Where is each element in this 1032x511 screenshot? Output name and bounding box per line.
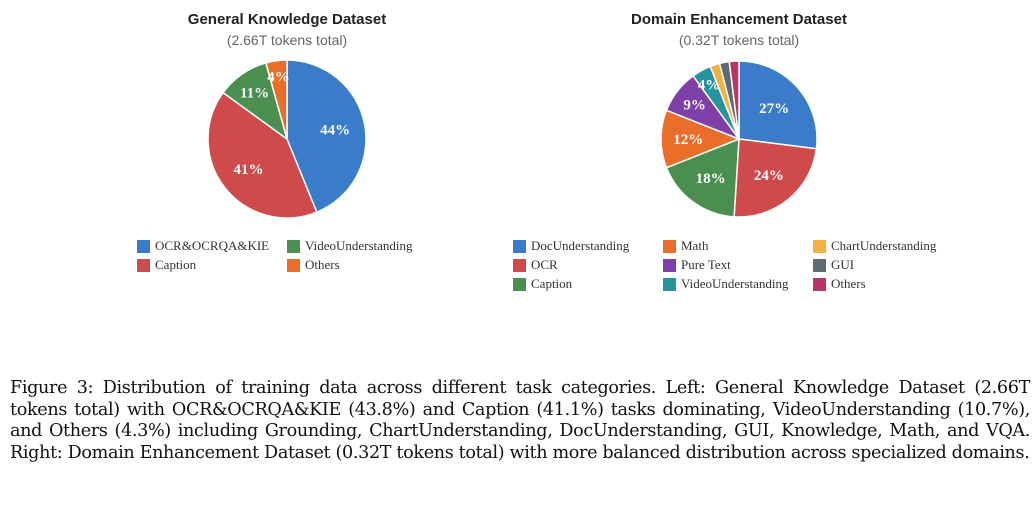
legend-item-docunderstanding: DocUnderstanding (513, 238, 629, 254)
legend-label: Pure Text (681, 257, 731, 272)
legend-swatch (813, 239, 826, 253)
pie-slice-ocr-ocrqa-kie (286, 59, 367, 214)
data-label-math: 12% (673, 132, 703, 148)
data-label-ocr-ocrqa-kie: 44% (320, 123, 350, 139)
left-chart-title: General Knowledge Dataset (187, 11, 387, 28)
legend-item-ocr: OCR (513, 257, 558, 273)
data-label-caption: 18% (696, 171, 726, 187)
data-label-docunderstanding: 27% (759, 101, 789, 117)
legend-item-others: Others (813, 276, 866, 292)
legend-label: Math (681, 238, 709, 253)
right-chart-title: Domain Enhancement Dataset (631, 11, 847, 28)
legend-swatch (137, 239, 150, 253)
right-legend: DocUnderstanding Math ChartUnderstanding OC… (513, 238, 973, 298)
legend-swatch (663, 258, 676, 272)
left-pie-chart: 44% 41% 11%4% (207, 59, 367, 219)
data-label-caption: 41% (233, 162, 263, 178)
data-label-ocr: 24% (754, 168, 784, 184)
legend-label: Caption (155, 257, 197, 272)
legend-label: ChartUnderstanding (831, 238, 937, 253)
left-chart-subtitle: (2.66T tokens total) (226, 32, 348, 48)
legend-item-others: Others (287, 257, 340, 273)
data-label-videounderstanding: 4% (698, 77, 721, 93)
legend-swatch (813, 277, 826, 291)
legend-label: OCR (531, 257, 558, 272)
legend-item-videounderstanding: VideoUnderstanding (287, 238, 413, 254)
legend-swatch (137, 258, 150, 272)
figure-caption: Figure 3: Distribution of training data … (10, 378, 1030, 463)
legend-swatch (513, 258, 526, 272)
legend-label: VideoUnderstanding (305, 238, 413, 253)
legend-item-ocr-ocrqa-kie: OCR&OCRQA&KIE (137, 238, 269, 254)
pie-slice-caption (665, 137, 740, 218)
legend-swatch (513, 277, 526, 291)
pie-slice-others (728, 60, 740, 140)
legend-swatch (513, 239, 526, 253)
legend-swatch (287, 239, 300, 253)
legend-item-pure-text: Pure Text (663, 257, 731, 273)
pie-slice-others (264, 59, 288, 140)
right-pie-chart: 27% 24% 18% 12% 9% 4% (660, 60, 818, 218)
data-label-videounderstanding: 11% (240, 85, 269, 101)
legend-swatch (287, 258, 300, 272)
legend-swatch (663, 239, 676, 253)
legend-label: Others (305, 257, 340, 272)
legend-item-caption: Caption (513, 276, 572, 292)
data-label-others: 4% (267, 69, 290, 85)
pie-slice-docunderstanding (738, 60, 818, 150)
pie-slice-ocr (733, 138, 818, 218)
legend-item-gui: GUI (813, 257, 854, 273)
legend-label: VideoUnderstanding (681, 276, 789, 291)
legend-label: DocUnderstanding (531, 238, 630, 253)
data-label-pure-text: 9% (683, 98, 706, 114)
pie-slice-caption (207, 91, 318, 219)
legend-label: Others (831, 276, 866, 291)
left-legend: OCR&OCRQA&KIE VideoUnderstanding Caption Ot… (137, 238, 437, 278)
legend-swatch (663, 277, 676, 291)
right-chart-subtitle: (0.32T tokens total) (678, 32, 800, 48)
legend-item-chartunderstanding: ChartUnderstanding (813, 238, 936, 254)
legend-label: Caption (531, 276, 573, 291)
legend-swatch (813, 258, 826, 272)
legend-item-math: Math (663, 238, 708, 254)
legend-item-videounderstanding: VideoUnderstanding (663, 276, 789, 292)
legend-item-caption: Caption (137, 257, 196, 273)
legend-label: OCR&OCRQA&KIE (155, 238, 270, 253)
legend-label: GUI (831, 257, 855, 272)
